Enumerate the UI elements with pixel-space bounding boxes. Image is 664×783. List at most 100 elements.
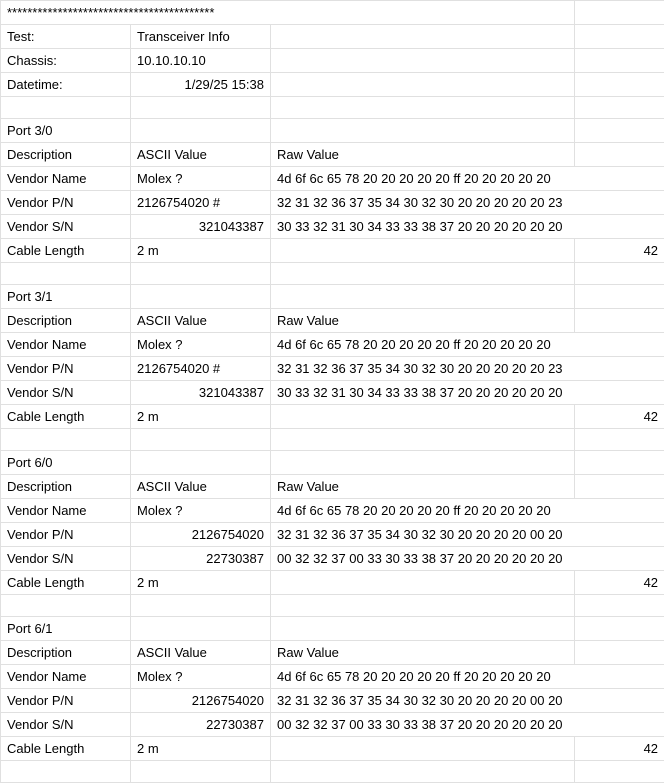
- col-ascii: ASCII Value: [131, 641, 271, 665]
- data-row: Vendor NameMolex ?4d 6f 6c 65 78 20 20 2…: [1, 167, 664, 191]
- col-raw: Raw Value: [271, 309, 575, 333]
- vendor-name-ascii: Molex ?: [131, 167, 271, 191]
- vendor-pn-ascii: 2126754020: [131, 523, 271, 547]
- header-row: Test:Transceiver Info: [1, 25, 664, 49]
- test-label: Test:: [1, 25, 131, 49]
- label-vendor-pn: Vendor P/N: [1, 689, 131, 713]
- col-description: Description: [1, 641, 131, 665]
- label-cable-length: Cable Length: [1, 571, 131, 595]
- data-row: Vendor P/N212675402032 31 32 36 37 35 34…: [1, 523, 664, 547]
- data-row: Vendor S/N32104338730 33 32 31 30 34 33 …: [1, 381, 664, 405]
- port-header-row: Port 3/1: [1, 285, 664, 309]
- data-row: Cable Length2 m 42: [1, 239, 664, 263]
- vendor-sn-ascii: 22730387: [131, 713, 271, 737]
- vendor-sn-ascii: 321043387: [131, 215, 271, 239]
- data-row: Vendor NameMolex ?4d 6f 6c 65 78 20 20 2…: [1, 499, 664, 523]
- blank-row: [1, 97, 664, 119]
- label-vendor-pn: Vendor P/N: [1, 191, 131, 215]
- cable-length-ascii: 2 m: [131, 571, 271, 595]
- column-header-row: DescriptionASCII ValueRaw Value: [1, 143, 664, 167]
- vendor-name-raw: 4d 6f 6c 65 78 20 20 20 20 20 ff 20 20 2…: [271, 333, 664, 357]
- datetime-label: Datetime:: [1, 73, 131, 97]
- transceiver-table: ****************************************…: [0, 0, 664, 783]
- vendor-sn-ascii: 321043387: [131, 381, 271, 405]
- port-header-row: Port 3/0: [1, 119, 664, 143]
- data-row: Vendor NameMolex ?4d 6f 6c 65 78 20 20 2…: [1, 665, 664, 689]
- vendor-name-raw: 4d 6f 6c 65 78 20 20 20 20 20 ff 20 20 2…: [271, 665, 664, 689]
- vendor-name-ascii: Molex ?: [131, 333, 271, 357]
- data-row: Vendor S/N32104338730 33 32 31 30 34 33 …: [1, 215, 664, 239]
- label-vendor-name: Vendor Name: [1, 167, 131, 191]
- cable-length-ascii: 2 m: [131, 405, 271, 429]
- label-cable-length: Cable Length: [1, 239, 131, 263]
- data-row: Vendor P/N212675402032 31 32 36 37 35 34…: [1, 689, 664, 713]
- port-name: Port 6/1: [1, 617, 131, 641]
- col-description: Description: [1, 143, 131, 167]
- stars-row: ****************************************…: [1, 1, 575, 25]
- col-raw: Raw Value: [271, 475, 575, 499]
- stars-row: ****************************************…: [1, 1, 664, 25]
- vendor-pn-ascii: 2126754020: [131, 689, 271, 713]
- column-header-row: DescriptionASCII ValueRaw Value: [1, 641, 664, 665]
- label-vendor-sn: Vendor S/N: [1, 713, 131, 737]
- vendor-name-raw: 4d 6f 6c 65 78 20 20 20 20 20 ff 20 20 2…: [271, 499, 664, 523]
- data-row: Cable Length2 m42: [1, 405, 664, 429]
- port-header-row: Port 6/1: [1, 617, 664, 641]
- vendor-name-ascii: Molex ?: [131, 665, 271, 689]
- column-header-row: DescriptionASCII ValueRaw Value: [1, 475, 664, 499]
- cable-length-raw: 42: [575, 239, 664, 263]
- label-cable-length: Cable Length: [1, 405, 131, 429]
- data-row: Vendor S/N2273038700 32 32 37 00 33 30 3…: [1, 547, 664, 571]
- vendor-sn-ascii: 22730387: [131, 547, 271, 571]
- chassis-value: 10.10.10.10: [131, 49, 271, 73]
- vendor-sn-raw: 30 33 32 31 30 34 33 33 38 37 20 20 20 2…: [271, 381, 664, 405]
- port-name: Port 3/0: [1, 119, 131, 143]
- col-raw: Raw Value: [271, 143, 575, 167]
- blank-row: [1, 761, 664, 783]
- vendor-sn-raw: 00 32 32 37 00 33 30 33 38 37 20 20 20 2…: [271, 713, 664, 737]
- col-description: Description: [1, 309, 131, 333]
- header-row: Chassis:10.10.10.10: [1, 49, 664, 73]
- vendor-pn-raw: 32 31 32 36 37 35 34 30 32 30 20 20 20 2…: [271, 357, 664, 381]
- port-name: Port 6/0: [1, 451, 131, 475]
- label-vendor-sn: Vendor S/N: [1, 547, 131, 571]
- port-name: Port 3/1: [1, 285, 131, 309]
- vendor-pn-ascii: 2126754020 #: [131, 357, 271, 381]
- data-row: Cable Length2 m 42: [1, 571, 664, 595]
- label-cable-length: Cable Length: [1, 737, 131, 761]
- label-vendor-pn: Vendor P/N: [1, 523, 131, 547]
- vendor-pn-raw: 32 31 32 36 37 35 34 30 32 30 20 20 20 2…: [271, 689, 664, 713]
- chassis-label: Chassis:: [1, 49, 131, 73]
- data-row: Vendor P/N2126754020 #32 31 32 36 37 35 …: [1, 357, 664, 381]
- label-vendor-name: Vendor Name: [1, 333, 131, 357]
- col-ascii: ASCII Value: [131, 309, 271, 333]
- blank-row: [1, 595, 664, 617]
- blank-row: [1, 263, 664, 285]
- cable-length-raw: 42: [575, 571, 664, 595]
- label-vendor-name: Vendor Name: [1, 665, 131, 689]
- blank-row: [1, 429, 664, 451]
- data-row: Vendor NameMolex ?4d 6f 6c 65 78 20 20 2…: [1, 333, 664, 357]
- vendor-pn-ascii: 2126754020 #: [131, 191, 271, 215]
- label-vendor-name: Vendor Name: [1, 499, 131, 523]
- vendor-name-raw: 4d 6f 6c 65 78 20 20 20 20 20 ff 20 20 2…: [271, 167, 664, 191]
- data-row: Cable Length2 m 42: [1, 737, 664, 761]
- datetime-value: 1/29/25 15:38: [131, 73, 271, 97]
- data-row: Vendor S/N2273038700 32 32 37 00 33 30 3…: [1, 713, 664, 737]
- vendor-name-ascii: Molex ?: [131, 499, 271, 523]
- cable-length-ascii: 2 m: [131, 737, 271, 761]
- vendor-pn-raw: 32 31 32 36 37 35 34 30 32 30 20 20 20 2…: [271, 191, 664, 215]
- header-row: Datetime:1/29/25 15:38: [1, 73, 664, 97]
- port-header-row: Port 6/0: [1, 451, 664, 475]
- col-description: Description: [1, 475, 131, 499]
- test-value: Transceiver Info: [131, 25, 271, 49]
- data-row: Vendor P/N2126754020 #32 31 32 36 37 35 …: [1, 191, 664, 215]
- col-raw: Raw Value: [271, 641, 575, 665]
- vendor-sn-raw: 00 32 32 37 00 33 30 33 38 37 20 20 20 2…: [271, 547, 664, 571]
- col-ascii: ASCII Value: [131, 143, 271, 167]
- column-header-row: DescriptionASCII ValueRaw Value: [1, 309, 664, 333]
- cable-length-raw: 42: [575, 737, 664, 761]
- cable-length-ascii: 2 m: [131, 239, 271, 263]
- vendor-pn-raw: 32 31 32 36 37 35 34 30 32 30 20 20 20 2…: [271, 523, 664, 547]
- label-vendor-pn: Vendor P/N: [1, 357, 131, 381]
